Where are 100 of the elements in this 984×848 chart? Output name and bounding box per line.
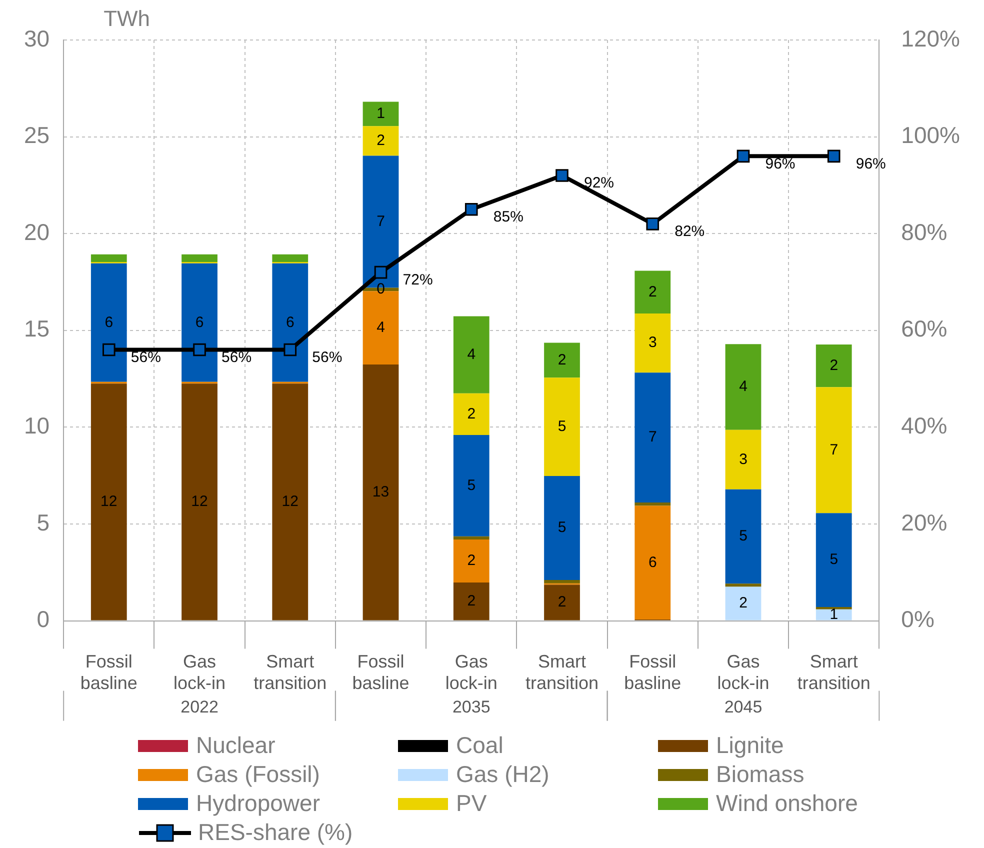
bar: [362, 364, 399, 620]
x-tick-label: Gas lock-in: [174, 652, 226, 694]
data-label: 7: [376, 212, 385, 230]
data-label: 4: [739, 378, 748, 396]
bar: [634, 270, 671, 314]
y-tick-label: 25: [24, 122, 50, 148]
legend-label: Gas (Fossil): [196, 761, 320, 788]
data-label: 6: [195, 314, 204, 331]
text: 2045: [724, 697, 762, 716]
bar: [182, 254, 218, 262]
bar: [362, 126, 399, 156]
data-label: 5: [467, 476, 476, 494]
legend-label: Coal: [456, 732, 504, 759]
data-label: 3: [648, 334, 657, 352]
y2-tick-label: 100%: [901, 122, 960, 148]
bar: [725, 586, 762, 620]
point: [646, 218, 660, 230]
data-label: 4: [467, 346, 476, 363]
data-label: 5: [558, 519, 566, 536]
data-label: 5: [558, 418, 566, 435]
y-axis-title: TWh: [104, 6, 150, 32]
data-label: 92%: [584, 174, 614, 192]
data-label: 82%: [674, 223, 705, 240]
text: 2022: [180, 697, 218, 716]
bar: [272, 254, 308, 262]
point: [556, 169, 568, 182]
data-label: 72%: [402, 271, 433, 288]
bar: [816, 609, 852, 620]
data-label: 0: [376, 280, 385, 298]
legend-label: Nuclear: [196, 732, 276, 759]
data-label: 5: [830, 551, 838, 568]
data-label: 2: [467, 552, 476, 570]
x-tick-label: Gas lock-in: [717, 652, 770, 694]
y2-tick-label: 20%: [901, 509, 948, 536]
bar: [725, 489, 762, 584]
bar: [272, 384, 308, 620]
data-label: 56%: [130, 348, 161, 366]
legend-label: Wind onshore: [716, 790, 858, 817]
legend-label: RES-share (%): [198, 819, 353, 846]
data-label: 5: [739, 528, 748, 545]
bar: [725, 584, 762, 587]
bar: [453, 393, 490, 435]
data-label: 12: [191, 493, 208, 510]
data-label: 12: [282, 493, 298, 510]
data-label: 85%: [493, 208, 524, 226]
bar: [544, 580, 580, 584]
bar: [816, 344, 852, 388]
bar: [453, 582, 490, 620]
x-tick-label: Smart transition: [525, 652, 599, 694]
bar: [634, 372, 671, 503]
legend-label: PV: [456, 790, 487, 817]
data-label: 2: [739, 594, 748, 612]
data-label: 2: [467, 592, 476, 610]
bar: [182, 384, 218, 620]
bar: [453, 539, 490, 582]
data-label: 6: [286, 314, 294, 331]
bar: [182, 263, 218, 382]
bar: [634, 314, 671, 373]
y-tick-label: 5: [36, 509, 50, 536]
legend-label: Biomass: [716, 761, 804, 788]
y2-tick-label: 40%: [901, 412, 948, 439]
data-label: 6: [104, 314, 114, 331]
y-tick-label: 20: [24, 218, 50, 245]
data-label: 13: [372, 484, 390, 501]
point: [193, 343, 206, 356]
data-label: 7: [830, 441, 838, 458]
data-label: 2: [558, 594, 566, 611]
x-tick-label: Smart transition: [797, 652, 870, 694]
bar: [90, 384, 127, 620]
y-tick-label: 0: [36, 606, 50, 632]
point: [284, 343, 297, 356]
x-tick-label: Fossil basline: [80, 652, 138, 694]
bar: [816, 387, 852, 514]
bar: [544, 342, 580, 378]
bar: [544, 584, 580, 620]
data-label: 2: [648, 283, 657, 300]
data-label: 2: [376, 132, 385, 150]
x-tick-label: Fossil basline: [352, 652, 410, 694]
data-label: 7: [648, 428, 657, 446]
point: [102, 343, 116, 356]
data-label: 96%: [765, 155, 796, 172]
point: [827, 150, 840, 163]
data-label: 56%: [222, 348, 252, 366]
point: [736, 150, 750, 163]
bar: [634, 506, 671, 620]
bar: [362, 102, 399, 126]
x-tick-label: Gas lock-in: [445, 652, 498, 694]
y-tick-label: 30: [24, 25, 50, 52]
data-label: 3: [739, 450, 748, 468]
point: [374, 266, 388, 279]
point: [464, 202, 478, 216]
y2-tick-label: 80%: [901, 218, 948, 245]
y-tick-label: 10: [24, 412, 50, 439]
data-label: 12: [100, 493, 118, 510]
y2-tick-label: 60%: [901, 316, 948, 342]
bar: [634, 502, 671, 506]
data-label: 2: [830, 356, 838, 374]
legend-label: Gas (H2): [456, 761, 550, 788]
data-label: 2: [558, 351, 566, 368]
bar: [453, 536, 490, 540]
